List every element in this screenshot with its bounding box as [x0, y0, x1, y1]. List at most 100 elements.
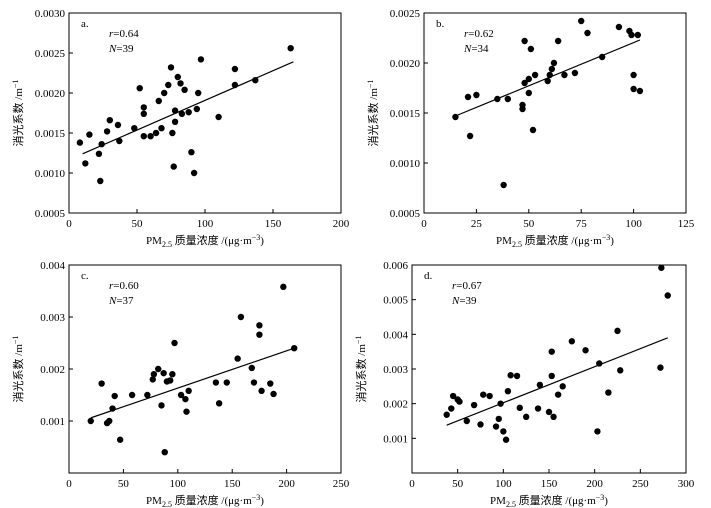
x-tick-label: 75: [576, 218, 588, 230]
data-point: [596, 360, 603, 367]
data-point: [76, 139, 84, 146]
data-point: [548, 372, 555, 380]
data-point: [237, 313, 245, 321]
y-tick-label: 0.0030: [35, 8, 66, 20]
data-point: [158, 402, 165, 409]
y-tick-label: 0.002: [383, 399, 408, 411]
data-point: [519, 101, 526, 109]
x-axis-label-post: 质量浓度 /(μg·m: [516, 493, 596, 507]
data-point: [630, 85, 637, 93]
x-tick-label: 100: [197, 218, 214, 230]
data-point: [128, 391, 136, 399]
n-value: =39: [459, 295, 477, 307]
y-axis-label-main: 消光系数 /m: [366, 88, 380, 147]
data-point: [155, 97, 162, 105]
data-point: [522, 413, 530, 421]
x-axis-label-pre: PM: [496, 235, 512, 247]
data-point: [136, 85, 143, 92]
y-tick-label: 0.002: [40, 364, 65, 376]
chart-panel-3: 0 50 100 150 200 250 0.001 0.002 0.003 0.004 c. r=0…: [11, 260, 350, 508]
x-tick-label: 100: [170, 478, 187, 490]
data-point: [497, 400, 504, 407]
data-point: [256, 331, 263, 338]
y-tick-label: 0.0015: [390, 108, 421, 120]
data-point: [161, 449, 168, 456]
data-point: [248, 364, 255, 372]
panel-label: c.: [81, 270, 89, 282]
data-point: [165, 81, 172, 89]
x-tick-label: 25: [471, 218, 483, 230]
x-axis-label-end: ): [604, 495, 608, 507]
data-point: [174, 73, 181, 81]
x-tick-label: 0: [409, 478, 415, 490]
y-axis-label: 消光系数 /m−1: [11, 336, 25, 403]
data-point: [103, 128, 111, 135]
r-symbol: r: [109, 280, 114, 292]
regression-line: [446, 337, 668, 426]
data-point: [448, 405, 455, 412]
y-tick-label: 0.0015: [35, 128, 66, 140]
data-point: [280, 283, 287, 291]
data-point: [170, 163, 177, 170]
data-point: [160, 369, 167, 377]
data-point: [177, 80, 184, 87]
x-tick-label: 0: [66, 218, 72, 230]
data-point: [527, 45, 535, 53]
data-point: [171, 118, 179, 126]
regression-line: [82, 61, 294, 155]
data-point: [234, 355, 241, 362]
data-point: [231, 65, 239, 73]
x-axis-label-sub: 2.5: [162, 240, 172, 249]
data-point: [554, 37, 562, 45]
data-point: [177, 391, 185, 399]
data-point: [106, 417, 113, 425]
r-value-label: r=0.64: [109, 28, 139, 40]
data-point: [178, 110, 186, 118]
data-point: [504, 387, 512, 395]
data-point: [287, 45, 294, 52]
x-tick-label: 200: [278, 478, 295, 490]
x-tick-label: 250: [632, 478, 649, 490]
data-point: [116, 436, 124, 443]
data-point: [98, 380, 105, 387]
data-point: [87, 417, 94, 425]
r-value: =0.67: [456, 280, 482, 292]
x-tick-label: 300: [678, 478, 695, 490]
y-tick-label: 0.0025: [390, 8, 421, 20]
x-axis-label-post: 质量浓度 /(μg·m: [172, 233, 252, 247]
data-point: [270, 390, 277, 398]
data-point: [106, 117, 114, 124]
data-point: [536, 381, 544, 389]
x-axis-label-pre: PM: [490, 495, 506, 507]
data-point: [550, 59, 558, 67]
x-tick-label: 125: [678, 218, 695, 230]
y-tick-label: 0.003: [40, 312, 65, 324]
data-point: [571, 69, 579, 77]
y-axis-label-main: 消光系数 /m: [11, 344, 25, 403]
data-point: [183, 408, 190, 415]
data-point: [256, 322, 263, 329]
x-axis-label: PM2.5 质量浓度 /(μg·m−3): [496, 233, 614, 249]
data-point: [657, 364, 664, 371]
y-axis-label: 消光系数 /m−1: [366, 80, 380, 147]
n-value: =37: [116, 295, 134, 307]
data-point: [617, 367, 624, 374]
y-tick-label: 0.0020: [390, 58, 421, 70]
data-point: [456, 398, 463, 405]
n-symbol: N: [451, 295, 460, 307]
data-point: [477, 421, 484, 428]
data-point: [500, 428, 507, 435]
x-tick-label: 150: [224, 478, 241, 490]
data-point: [525, 89, 532, 97]
data-point: [155, 365, 162, 373]
data-point: [131, 125, 138, 132]
data-point: [98, 141, 105, 148]
x-axis-label-sup: −3: [602, 233, 611, 242]
n-symbol: N: [108, 295, 117, 307]
data-point: [166, 377, 174, 384]
data-point: [190, 169, 198, 177]
data-point: [486, 392, 493, 400]
r-symbol: r: [452, 280, 457, 292]
y-tick-label: 0.004: [40, 260, 65, 272]
data-point: [534, 405, 542, 412]
